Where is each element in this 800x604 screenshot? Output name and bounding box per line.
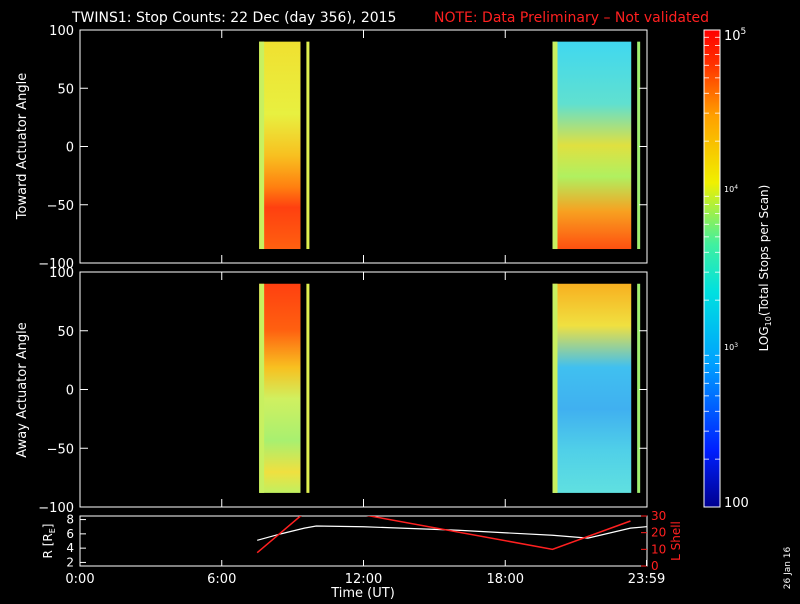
heatmap-stripe [637, 283, 641, 493]
y-tick-label-left: 2 [66, 555, 74, 569]
y-tick-label: −50 [47, 442, 74, 457]
generation-date: 26 Jan 16 [783, 546, 793, 589]
heatmap-edge-column [552, 41, 558, 250]
y-tick-label-right: 0 [651, 559, 659, 573]
chart-title: TWINS1: Stop Counts: 22 Dec (day 356), 2… [71, 10, 396, 26]
y-tick-label: 100 [49, 24, 74, 39]
y-tick-label-left: 8 [66, 513, 74, 527]
colorbar-scale [703, 29, 721, 508]
colorbar-tick-top: 105 [724, 27, 746, 44]
y-axis-label: Toward Actuator Angle [15, 73, 30, 220]
x-axis-label: Time (UT) [330, 586, 395, 600]
colorbar-label: LOG10(Total Stops per Scan) [757, 185, 773, 352]
colorbar-tick-mid: 104 [724, 184, 738, 194]
colorbar: 105 104 103 100 LOG10(Total Stops per Sc… [703, 27, 773, 511]
y-tick-label: 0 [66, 384, 74, 399]
series-lshell-line [256, 516, 631, 554]
y-tick-label: 100 [49, 266, 74, 281]
x-tick-label: 18:00 [487, 572, 524, 587]
heatmap-stripe [306, 41, 310, 250]
heatmap-block [259, 283, 301, 493]
x-tick-label: 0:00 [65, 572, 94, 587]
y-tick-label: 0 [66, 141, 74, 156]
heatmap-edge-column [259, 283, 265, 493]
y-tick-label: 50 [57, 82, 74, 97]
heatmap-block [552, 283, 632, 493]
y-tick-label-right: 10 [651, 542, 666, 556]
heatmap-edge-column [259, 41, 265, 250]
heatmap-stripe [637, 41, 641, 250]
colorbar-tick-bottom: 100 [724, 496, 749, 511]
y-tick-label: −100 [38, 501, 74, 516]
y-axis-label: Away Actuator Angle [15, 322, 30, 457]
x-tick-label: 12:00 [345, 572, 382, 587]
series-r-line [257, 525, 647, 541]
y-tick-label-right: 30 [651, 509, 666, 523]
heatmap-block [552, 41, 632, 250]
y-tick-label: −50 [47, 199, 74, 214]
y-tick-label: −100 [38, 257, 74, 272]
colorbar-tick-low: 103 [724, 342, 738, 352]
y-tick-label: 50 [57, 325, 74, 340]
y-axis-label-right: L Shell [669, 521, 683, 561]
y-tick-label-right: 20 [651, 526, 666, 540]
y-axis-label-left: R [RE] [41, 524, 57, 559]
x-tick-label: 23:59 [628, 572, 665, 587]
panel-away: 100 50 0 −50 −100 Away Actuator Angle [15, 266, 648, 516]
y-tick-label-left: 6 [66, 527, 74, 541]
heatmap-stripe [306, 283, 310, 493]
y-tick-label-left: 4 [66, 541, 74, 555]
panel-toward: 100 50 0 −50 −100 Toward Actuator Angle [15, 24, 648, 272]
x-tick-label: 6:00 [207, 572, 236, 587]
heatmap-block [259, 41, 301, 250]
preliminary-note: NOTE: Data Preliminary – Not validated [434, 10, 709, 26]
heatmap-edge-column [552, 283, 558, 493]
